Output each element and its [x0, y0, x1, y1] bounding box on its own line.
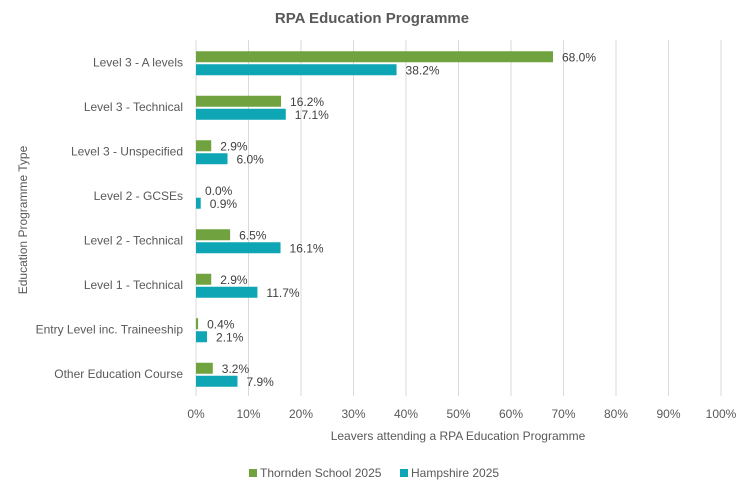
- data-label: 6.0%: [237, 152, 265, 166]
- category-label: Level 2 - Technical: [84, 233, 183, 247]
- data-label: 17.1%: [295, 108, 329, 122]
- data-label: 2.9%: [220, 139, 248, 153]
- bar-thornden: [196, 95, 282, 107]
- x-axis-ticks: 0% 10% 20% 30% 40% 50% 60% 70% 80% 90% 100%: [187, 407, 736, 421]
- bar-hampshire: [196, 242, 281, 254]
- data-label: 68.0%: [562, 50, 596, 64]
- bar-thornden: [196, 273, 212, 285]
- category-label: Level 1 - Technical: [84, 278, 183, 292]
- bars: [196, 51, 553, 387]
- chart-title: RPA Education Programme: [275, 10, 469, 27]
- data-label: 2.1%: [216, 330, 244, 344]
- category-label: Level 3 - Unspecified: [71, 144, 183, 158]
- gridlines: [195, 40, 722, 396]
- bar-hampshire: [196, 108, 286, 120]
- category-label: Level 2 - GCSEs: [94, 189, 183, 203]
- x-tick-label: 50%: [446, 407, 470, 421]
- bar-hampshire: [196, 331, 208, 343]
- x-tick-label: 20%: [289, 407, 313, 421]
- bar-thornden: [196, 51, 553, 63]
- legend-label: Hampshire 2025: [411, 466, 499, 480]
- category-label: Level 3 - Technical: [84, 100, 183, 114]
- data-labels: 68.0%38.2%16.2%17.1%2.9%6.0%0.0%0.9%6.5%…: [205, 50, 596, 389]
- x-tick-label: 70%: [551, 407, 575, 421]
- data-label: 0.9%: [210, 197, 238, 211]
- bar-hampshire: [196, 197, 201, 209]
- data-label: 2.9%: [220, 273, 248, 287]
- y-axis-title: Education Programme Type: [16, 145, 30, 294]
- data-label: 11.7%: [266, 286, 299, 300]
- y-axis-categories: Level 3 - A levels Level 3 - Technical Lev…: [36, 55, 184, 381]
- bar-hampshire: [196, 286, 258, 298]
- legend: Thornden School 2025 Hampshire 2025: [249, 466, 499, 480]
- bar-thornden: [196, 229, 231, 241]
- x-tick-label: 100%: [706, 407, 737, 421]
- bar-thornden: [196, 140, 212, 152]
- bar-hampshire: [196, 64, 397, 76]
- legend-swatch: [400, 469, 408, 477]
- x-tick-label: 90%: [656, 407, 680, 421]
- data-label: 7.9%: [246, 375, 274, 389]
- bar-hampshire: [196, 375, 238, 387]
- x-tick-label: 10%: [236, 407, 260, 421]
- x-tick-label: 0%: [187, 407, 205, 421]
- data-label: 16.2%: [290, 95, 324, 109]
- category-label: Other Education Course: [54, 367, 183, 381]
- category-label: Level 3 - A levels: [93, 55, 183, 69]
- bar-thornden: [196, 318, 199, 330]
- data-label: 6.5%: [239, 228, 267, 242]
- x-tick-label: 30%: [341, 407, 365, 421]
- x-axis-title: Leavers attending a RPA Education Progra…: [331, 429, 586, 443]
- bar-hampshire: [196, 153, 228, 165]
- data-label: 16.1%: [290, 241, 324, 255]
- data-label: 3.2%: [222, 362, 250, 376]
- data-label: 0.4%: [207, 317, 235, 331]
- category-label: Entry Level inc. Traineeship: [36, 322, 184, 336]
- data-label: 38.2%: [406, 63, 440, 77]
- legend-swatch: [249, 469, 257, 477]
- data-label: 0.0%: [205, 184, 233, 198]
- x-tick-label: 80%: [604, 407, 628, 421]
- x-tick-label: 40%: [394, 407, 418, 421]
- x-tick-label: 60%: [499, 407, 523, 421]
- bar-thornden: [196, 362, 213, 374]
- legend-label: Thornden School 2025: [260, 466, 382, 480]
